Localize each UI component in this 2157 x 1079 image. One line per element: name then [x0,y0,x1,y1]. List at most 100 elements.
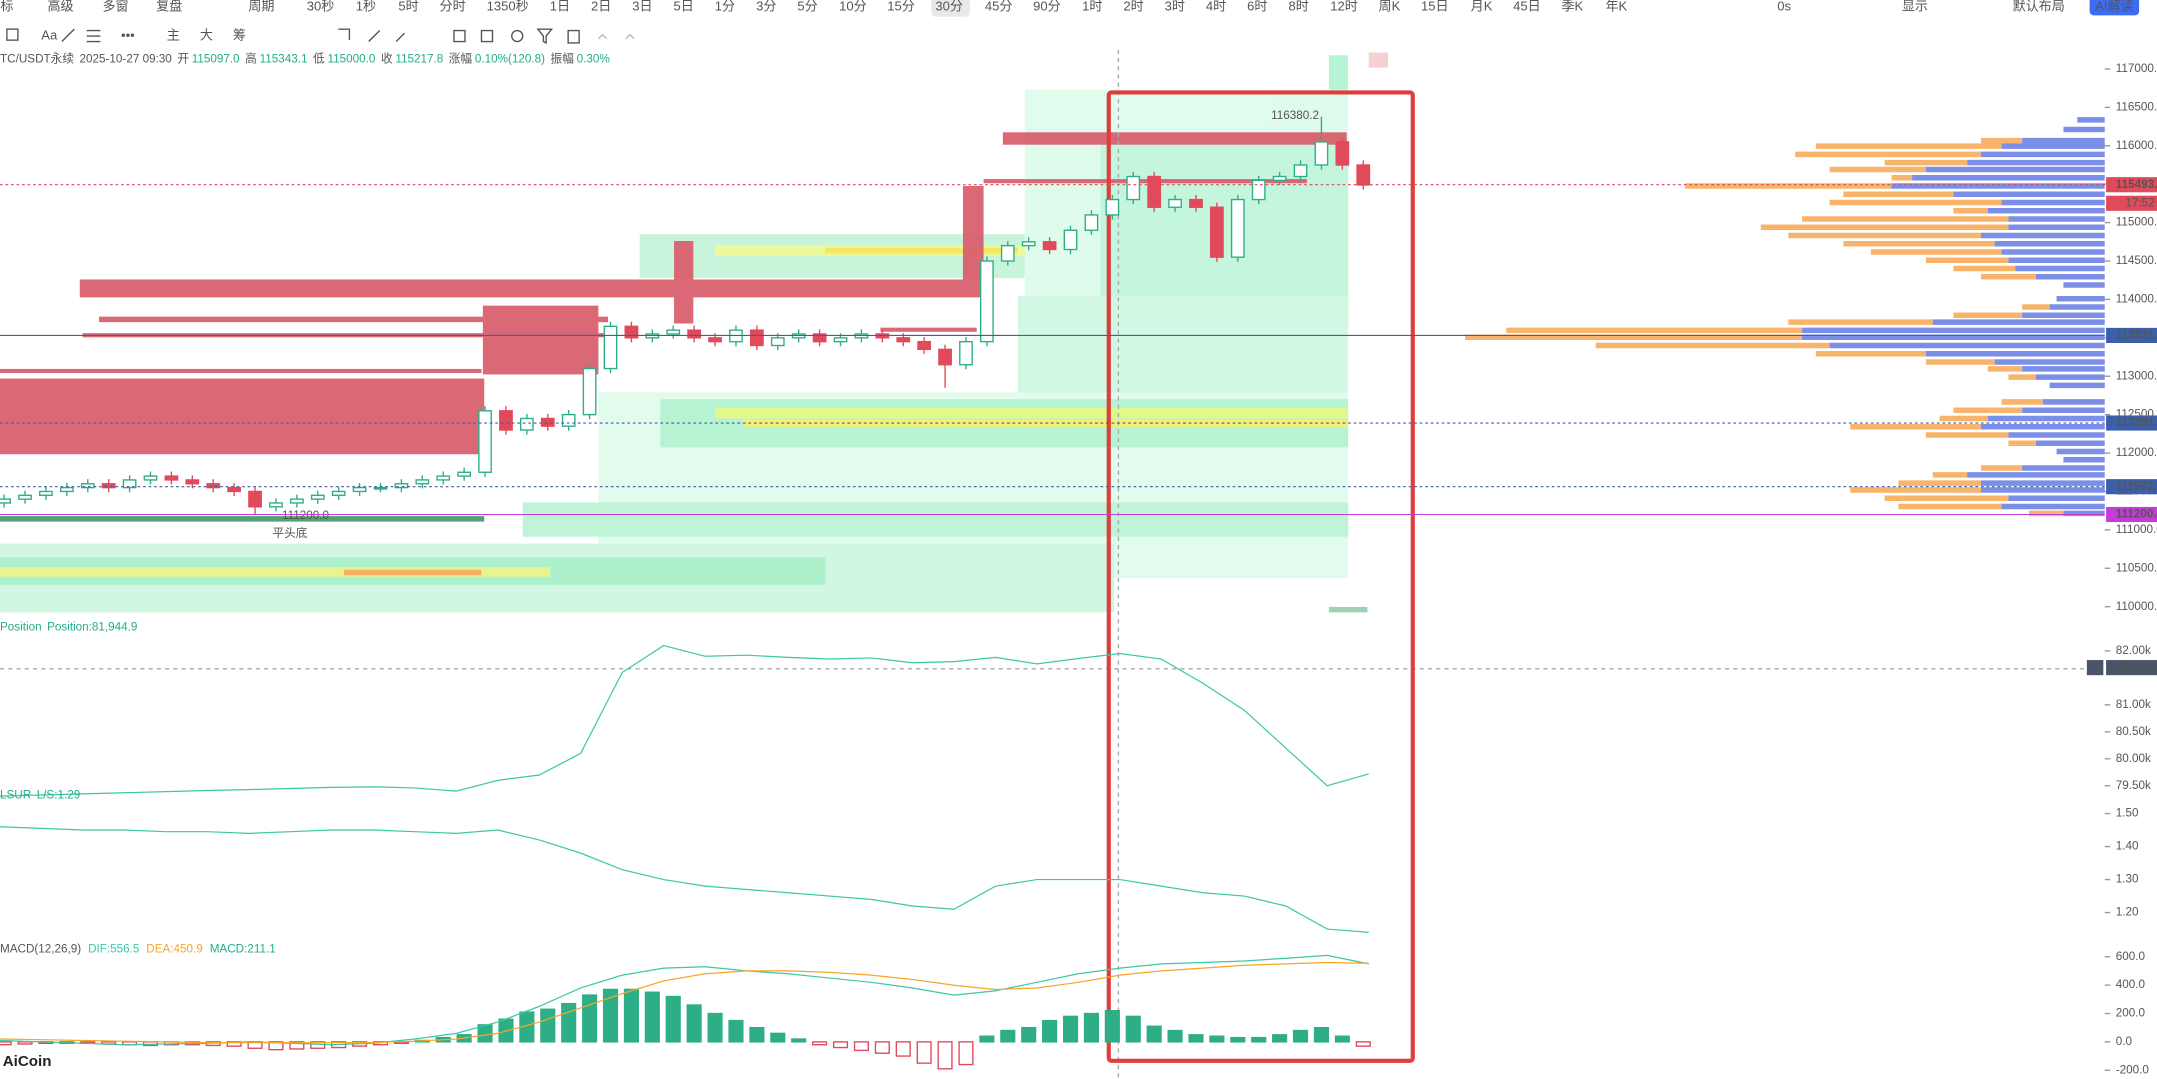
timeframe-tab[interactable]: 5时 [398,0,418,14]
timeframe-tab[interactable]: 5分 [797,0,817,14]
candle-body [624,325,639,339]
timeframe-tab[interactable]: 2日 [591,0,611,14]
indicator-toggle[interactable]: 主 [167,27,180,42]
timeframe-tab[interactable]: 年K [1605,0,1627,14]
price-tag-label: 111562.0 [2116,480,2157,493]
candle-body [708,337,722,343]
timeframe-tab[interactable]: 1秒 [356,0,376,14]
candle-body [1147,175,1162,208]
macd-bar [1292,1029,1309,1043]
toolbar-button[interactable]: 周期 [248,0,274,14]
timeframe-tab[interactable]: 12时 [1330,0,1358,14]
toolbar-button[interactable]: 标 [0,0,13,14]
indicator-label: MACD(12,26,9) DIF:556.5 DEA:450.9 MACD:211.… [0,943,276,956]
candle-body [582,367,597,416]
timeframe-tab[interactable]: 4时 [1206,0,1226,14]
y-tick-label: 1.20 [2116,906,2139,919]
macd-line [0,954,1369,1046]
candle-body [938,348,952,366]
y-tick-label: 1.40 [2116,840,2139,853]
timeframe-tab[interactable]: 1日 [550,0,570,14]
toolbar-button[interactable]: 复盘 [156,0,182,14]
candle-body [457,471,472,477]
timeframe-tab[interactable]: 3时 [1165,0,1185,14]
candle-body [18,494,32,500]
timeframe-tab[interactable]: 月K [1471,0,1493,14]
price-tag [2106,506,2157,523]
macd-bar [1251,1036,1267,1043]
info-item: 115343.1 [260,52,308,65]
info-item: 涨幅 [449,51,473,65]
timeframe-tab[interactable]: 2时 [1123,0,1143,14]
macd-bar [1313,1027,1330,1043]
y-tick-label: 116500.0 [2116,100,2157,113]
price-tag-label: 115493.5 [2116,178,2157,191]
timeframe-tab[interactable]: 90分 [1033,0,1061,14]
timeframe-tab[interactable]: 6时 [1247,0,1267,14]
toolbar: 标 高级 多窗 复盘 周期 30秒 1秒 5时 分时 1350秒 1日 2日 3日 5日 1分 3分 5分 10分… [0,0,2140,42]
timeframe-tab[interactable]: 30分 [935,0,963,14]
toolbar-button[interactable]: AI解读 [2095,0,2133,14]
timeframe-tab[interactable]: 季K [1561,0,1583,14]
price-tag-label: 111200.0 [2116,508,2157,521]
indicator-toggle[interactable]: 大 [200,27,213,42]
indicator-toggle[interactable]: 筹 [233,27,246,42]
timeframe-tab[interactable]: 45分 [985,0,1013,14]
timeframe-tab[interactable]: 15日 [1421,0,1449,14]
candle-body [896,337,911,343]
candle-body [1189,198,1203,208]
timeframe-tab[interactable]: 5日 [674,0,694,14]
candle-body [1335,141,1350,166]
more-icon[interactable]: ••• [121,27,135,42]
timeframe-tab[interactable]: 30秒 [307,0,335,14]
macd-bar [707,1012,723,1043]
info-item: 振幅 [551,51,575,65]
timeframe-tab[interactable]: 10分 [839,0,867,14]
macd-bar [561,1002,577,1043]
toolbar-button[interactable]: 高级 [47,0,73,14]
ai-button[interactable] [2089,0,2140,16]
indicator-title: Position [0,621,42,634]
info-item: 0.10%(120.8) [475,52,545,65]
timeframe-tab[interactable]: 3分 [756,0,776,14]
y-tick-label: 111000.0 [2116,523,2157,536]
crosshair-button[interactable] [2086,660,2104,676]
pattern-annotation: 平头底 [272,526,307,540]
toolbar-button[interactable]: 显示 [1902,0,1928,14]
info-item: 高 [245,51,257,65]
timeframe-tab[interactable]: 1时 [1082,0,1102,14]
timeframe-tab[interactable]: 1分 [715,0,735,14]
timeframe-tab[interactable]: 3日 [632,0,652,14]
candle-body [1105,198,1120,216]
info-bar: TC/USDT永续 2025-10-27 09:30 开 115097.0 高 11534… [0,51,610,65]
toolbar-icons [6,28,635,45]
candle-body [0,498,12,504]
volume-profile [1465,117,2105,517]
candle-body [687,329,702,339]
toolbar-button[interactable]: 0s [1777,0,1791,14]
candle-body [478,410,492,473]
indicator-value: Position:81,944.9 [47,621,137,634]
candle-body [749,329,764,347]
timeframe-tab[interactable]: 1350秒 [487,0,529,14]
candle-body [227,486,242,493]
candle-body [248,490,262,508]
text-tool-icon[interactable]: Aa [41,27,58,42]
toolbar-button[interactable]: 默认布局 [2013,0,2065,14]
candle-body [666,329,681,335]
macd-bar [1188,1034,1204,1043]
timeframe-tab[interactable]: 15分 [887,0,915,14]
timeframe-tab[interactable]: 8时 [1288,0,1308,14]
macd-bar [1209,1035,1225,1043]
candle-body [1000,244,1015,262]
info-item: 2025-10-27 09:30 [80,52,173,65]
timeframe-tab[interactable]: 周K [1379,0,1401,14]
timeframe-tab[interactable]: 分时 [440,0,466,14]
toolbar-button[interactable]: 多窗 [102,0,128,14]
y-tick-label: 110500.0 [2116,561,2157,574]
timeframe-tab[interactable]: 45日 [1513,0,1541,14]
macd-bar [1083,1012,1099,1043]
info-line: TC/USDT永续 2025-10-27 09:30 开 115097.0 高 11534… [0,51,610,65]
